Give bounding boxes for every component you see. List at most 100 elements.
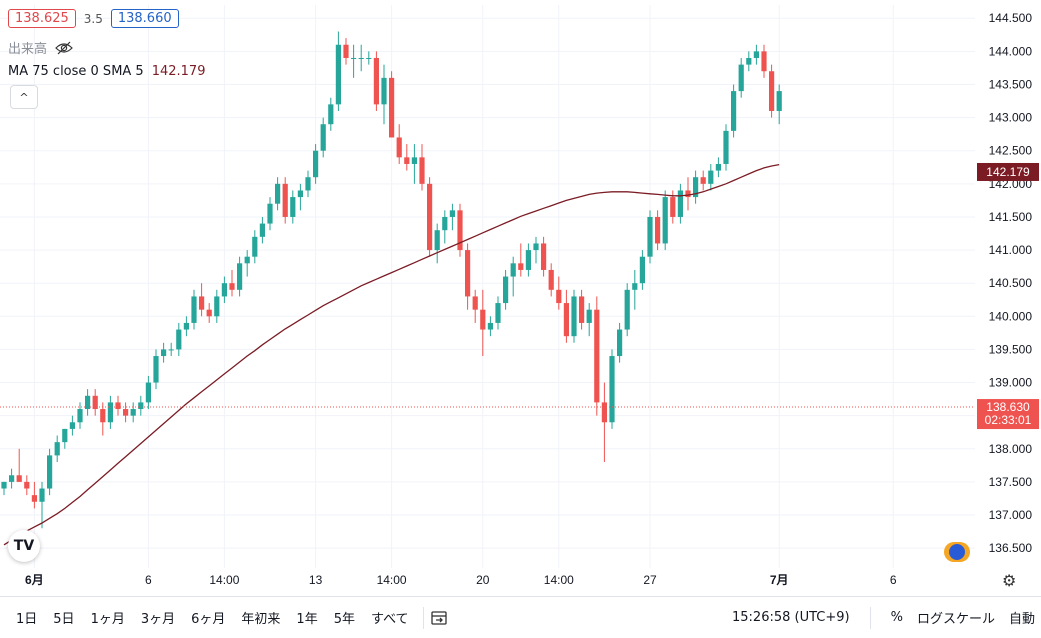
y-tick-label: 138.000 <box>989 442 1033 456</box>
range-button[interactable]: 3ヶ月 <box>140 612 176 627</box>
range-button[interactable]: 1年 <box>296 612 318 627</box>
candle-body <box>320 124 326 151</box>
tradingview-logo[interactable]: TV <box>8 530 40 562</box>
countdown-text: 02:33:01 <box>985 413 1032 427</box>
candle-body <box>54 442 60 456</box>
candle-body <box>677 190 683 217</box>
range-selector: 1日 5日 1ヶ月 3ヶ月 6ヶ月 年初来 1年 5年 すべて <box>0 608 417 627</box>
candlestick-series <box>1 31 782 529</box>
candle-body <box>47 455 53 489</box>
candle-body <box>183 322 189 330</box>
candle-body <box>411 157 417 164</box>
clock-time[interactable]: 15:26:58 (UTC+9) <box>732 610 850 625</box>
candle-body <box>753 51 759 58</box>
log-scale-button[interactable]: ログスケール <box>916 612 995 627</box>
candle-body <box>237 263 243 290</box>
candle-body <box>662 197 668 244</box>
current-price-text: 138.630 <box>986 400 1030 414</box>
percent-button[interactable]: % <box>890 610 903 625</box>
candle-body <box>381 77 387 105</box>
candle-body <box>442 216 448 231</box>
candle-body <box>221 283 227 297</box>
candle-body <box>115 402 121 410</box>
candle-body <box>161 349 167 357</box>
candle-body <box>214 296 220 317</box>
eye-off-icon[interactable] <box>55 41 73 55</box>
candle-body <box>373 57 379 105</box>
candle-body <box>1 481 7 489</box>
candle-body <box>24 481 30 489</box>
x-tick-label: 27 <box>643 573 657 587</box>
range-button[interactable]: 年初来 <box>241 612 281 627</box>
candle-body <box>153 356 159 383</box>
range-button[interactable]: すべて <box>370 612 409 627</box>
range-button[interactable]: 1日 <box>16 612 38 627</box>
candle-body <box>693 177 699 198</box>
range-button[interactable]: 5日 <box>53 612 75 627</box>
candle-body <box>282 183 288 217</box>
candle-body <box>389 77 395 138</box>
candle-body <box>601 402 607 423</box>
candle-body <box>510 263 516 277</box>
candle-body <box>472 296 478 310</box>
chart-grid <box>0 5 975 568</box>
candle-body <box>138 402 144 410</box>
candle-body <box>290 197 296 217</box>
candle-body <box>624 289 630 330</box>
ma-line <box>3 163 780 546</box>
candle-body <box>275 183 281 204</box>
candle-body <box>16 475 22 482</box>
candle-body <box>305 177 311 191</box>
volume-label: 出来高 <box>8 42 48 57</box>
y-tick-label: 137.000 <box>989 508 1033 522</box>
ma-legend[interactable]: MA 75 close 0 SMA 5 142.179 <box>8 64 205 79</box>
current-price-tag: 138.630 02:33:01 <box>977 399 1039 430</box>
events-icon[interactable] <box>944 542 970 562</box>
candle-body <box>123 409 129 416</box>
ask-price[interactable]: 138.660 <box>110 9 179 28</box>
x-tick-label: 20 <box>476 573 490 587</box>
candle-body <box>107 402 113 423</box>
auto-scale-button[interactable]: 自動 <box>1008 612 1035 627</box>
y-tick-label: 142.500 <box>989 144 1033 158</box>
date-range-icon[interactable] <box>430 609 448 627</box>
candle-body <box>31 495 37 502</box>
candle-body <box>176 329 182 350</box>
candle-body <box>92 395 98 410</box>
bid-price[interactable]: 138.625 <box>8 9 76 28</box>
candle-body <box>85 395 91 410</box>
ma-price-tag-text: 142.179 <box>986 165 1030 179</box>
candle-body <box>206 309 212 317</box>
candle-body <box>670 197 676 217</box>
candle-body <box>746 57 752 65</box>
candle-body <box>617 329 623 357</box>
candle-body <box>548 269 554 290</box>
candle-body <box>594 309 600 403</box>
candle-body <box>715 163 721 171</box>
candle-body <box>769 71 775 111</box>
y-tick-label: 136.500 <box>989 541 1033 555</box>
y-tick-label: 141.000 <box>989 243 1033 257</box>
candle-body <box>533 243 539 251</box>
collapse-legend-button[interactable]: ^ <box>10 85 38 109</box>
ma-price-tag: 142.179 <box>977 162 1039 181</box>
candle-body <box>503 276 509 304</box>
candle-body <box>199 296 205 310</box>
candle-body <box>708 170 714 184</box>
range-button[interactable]: 6ヶ月 <box>191 612 226 627</box>
candle-body <box>297 190 303 198</box>
candle-body <box>639 256 645 284</box>
candle-body <box>632 283 638 290</box>
price-chart[interactable]: 144.500144.000143.500143.000142.500142.0… <box>0 0 1041 596</box>
candle-body <box>168 349 174 351</box>
quote-legend: 138.625 3.5 138.660 <box>8 9 179 28</box>
candle-body <box>328 104 334 125</box>
candle-body <box>449 210 455 217</box>
range-button[interactable]: 1ヶ月 <box>90 612 125 627</box>
range-button[interactable]: 5年 <box>333 612 355 627</box>
gear-icon[interactable]: ⚙ <box>1002 571 1017 590</box>
candle-body <box>480 309 486 330</box>
candle-body <box>404 157 410 164</box>
candle-body <box>723 130 729 164</box>
logo-text: TV <box>13 538 35 554</box>
